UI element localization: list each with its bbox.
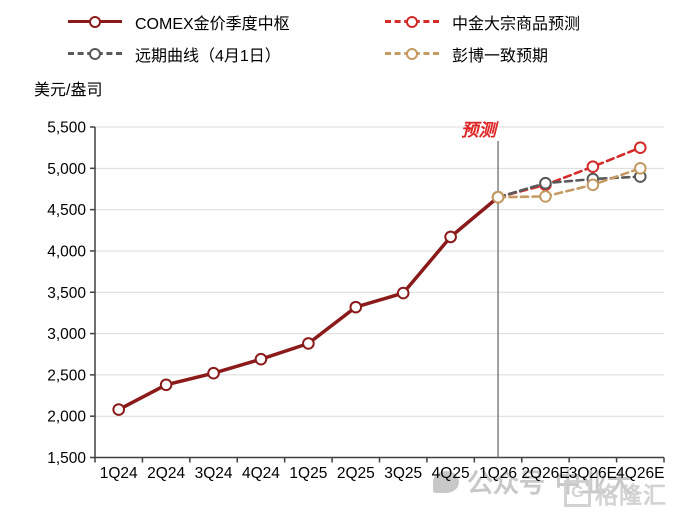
svg-text:4,500: 4,500 <box>47 202 86 219</box>
series-comex-gold-quarterly <box>112 190 505 416</box>
legend-item-comex-gold: COMEX金价季度中枢 <box>68 6 385 38</box>
svg-text:1Q25: 1Q25 <box>289 465 327 482</box>
svg-text:4Q25: 4Q25 <box>432 465 470 482</box>
legend-item-forward-curve: 远期曲线（4月1日） <box>68 38 385 70</box>
svg-text:3Q24: 3Q24 <box>195 465 233 482</box>
svg-text:4,000: 4,000 <box>47 243 86 260</box>
legend-label-bloomberg-consensus: 彭博一致预期 <box>452 48 549 65</box>
svg-text:2Q24: 2Q24 <box>147 465 185 482</box>
axes <box>90 126 665 463</box>
series-bloomberg-consensus <box>491 162 647 204</box>
legend-marker-cicc-forecast-icon <box>385 15 439 29</box>
svg-text:5,000: 5,000 <box>47 161 86 178</box>
svg-text:3Q26E: 3Q26E <box>569 465 617 482</box>
legend-item-bloomberg-consensus: 彭博一致预期 <box>385 38 580 70</box>
svg-text:1Q24: 1Q24 <box>100 465 138 482</box>
brand-logo-icon: G <box>564 479 591 507</box>
chart-legend: COMEX金价季度中枢 中金大宗商品预测 远期曲线（4月1日） 彭博一致预期 <box>68 6 580 70</box>
y-axis-tick-labels: 1,500 2,000 2,500 3,000 3,500 4,000 4,500 5,000… <box>47 120 86 468</box>
wechat-bubble-icon <box>433 470 459 493</box>
legend-item-cicc-forecast: 中金大宗商品预测 <box>385 6 580 38</box>
legend-marker-forward-curve-icon <box>68 47 122 61</box>
y-axis-unit-label: 美元/盎司 <box>34 82 103 99</box>
legend-label-cicc-forecast: 中金大宗商品预测 <box>452 16 581 33</box>
brand-name-text: 格隆汇 <box>595 482 667 507</box>
watermark-center-primary: 公众号 <box>467 468 546 498</box>
forecast-divider: 预测 <box>461 120 500 458</box>
svg-text:5,500: 5,500 <box>47 120 86 137</box>
legend-label-comex-gold: COMEX金价季度中枢 <box>135 16 290 33</box>
svg-text:3,500: 3,500 <box>47 285 86 302</box>
legend-marker-bloomberg-consensus-icon <box>385 47 439 61</box>
gridlines <box>95 126 664 417</box>
svg-text:2,500: 2,500 <box>47 367 86 384</box>
svg-text:3,000: 3,000 <box>47 326 86 343</box>
watermark-center: 公众号 中业大 <box>433 463 633 500</box>
svg-text:1,500: 1,500 <box>47 450 86 467</box>
svg-text:4Q26E: 4Q26E <box>616 465 664 482</box>
forecast-label: 预测 <box>461 120 499 140</box>
watermark-center-secondary: 中业大 <box>555 468 634 498</box>
svg-text:4Q24: 4Q24 <box>242 465 280 482</box>
svg-text:2Q25: 2Q25 <box>337 465 375 482</box>
svg-text:1Q26: 1Q26 <box>479 465 517 482</box>
svg-text:2Q26E: 2Q26E <box>521 465 569 482</box>
legend-marker-comex-gold-icon <box>68 15 122 29</box>
svg-text:3Q25: 3Q25 <box>384 465 422 482</box>
watermark-brand: G 格隆汇 <box>564 476 667 507</box>
x-axis-tick-labels: 1Q24 2Q24 3Q24 4Q24 1Q25 2Q25 3Q25 4Q25 1Q26 2Q26… <box>100 465 665 482</box>
svg-text:2,000: 2,000 <box>47 409 86 426</box>
legend-label-forward-curve: 远期曲线（4月1日） <box>135 48 281 65</box>
